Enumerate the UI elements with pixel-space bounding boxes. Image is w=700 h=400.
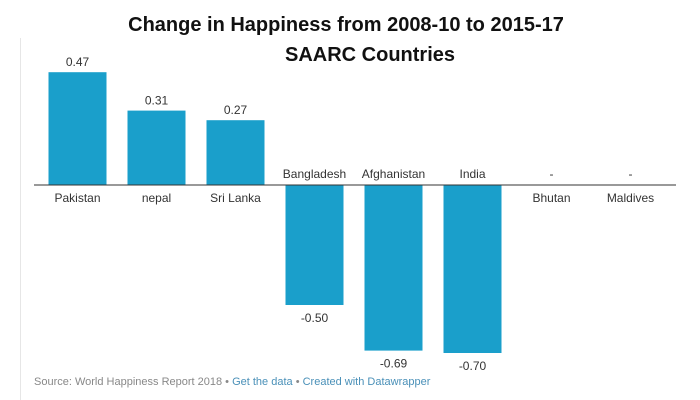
source-text: Source: World Happiness Report 2018 <box>34 376 223 388</box>
category-label: Afghanistan <box>362 167 425 181</box>
value-label: - <box>629 167 633 181</box>
bar-afghanistan <box>364 185 423 351</box>
value-label: 0.31 <box>145 94 169 108</box>
value-label: - <box>550 167 554 181</box>
chart-title: Change in Happiness from 2008-10 to 2015… <box>128 14 564 36</box>
bar-india <box>443 185 502 353</box>
chart-subtitle: SAARC Countries <box>284 44 455 66</box>
value-label: -0.69 <box>380 357 408 371</box>
bar-bangladesh <box>285 185 344 305</box>
category-label: Pakistan <box>54 191 100 205</box>
value-label: -0.70 <box>459 359 487 373</box>
category-label: Maldives <box>607 191 654 205</box>
left-border <box>20 38 21 400</box>
category-label: Bhutan <box>532 191 570 205</box>
datawrapper-link[interactable]: Created with Datawrapper <box>302 376 431 388</box>
category-label: Bangladesh <box>283 167 346 181</box>
separator: • <box>222 376 233 388</box>
category-label: Sri Lanka <box>210 191 261 205</box>
value-label: -0.50 <box>301 311 329 325</box>
bar-pakistan <box>48 72 107 185</box>
category-label: India <box>459 167 485 181</box>
bar-nepal <box>127 110 186 185</box>
value-label: 0.47 <box>66 55 90 69</box>
get-data-link[interactable]: Get the data <box>232 376 293 388</box>
value-label: 0.27 <box>224 103 248 117</box>
bar-sri-lanka <box>206 120 265 185</box>
category-label: nepal <box>142 191 171 205</box>
separator: • <box>292 376 303 388</box>
footer: Source: World Happiness Report 2018 • Ge… <box>34 376 430 388</box>
